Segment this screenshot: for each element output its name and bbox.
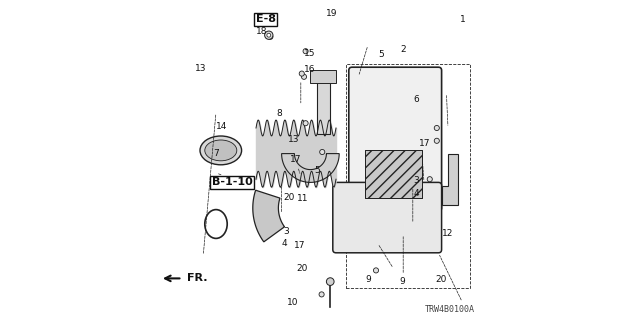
Text: 17: 17 bbox=[294, 241, 306, 250]
Text: FR.: FR. bbox=[187, 273, 208, 284]
Text: 3: 3 bbox=[283, 228, 289, 236]
Ellipse shape bbox=[205, 140, 237, 161]
Circle shape bbox=[374, 268, 379, 273]
Polygon shape bbox=[253, 190, 285, 242]
Bar bbox=[365, 150, 422, 198]
Text: 20: 20 bbox=[284, 193, 294, 202]
Circle shape bbox=[265, 31, 273, 39]
Text: 17: 17 bbox=[291, 155, 301, 164]
Text: 12: 12 bbox=[442, 229, 454, 238]
Text: 8: 8 bbox=[276, 109, 282, 118]
Circle shape bbox=[267, 33, 271, 37]
Circle shape bbox=[435, 125, 440, 131]
Text: 2: 2 bbox=[401, 45, 406, 54]
Text: B-1-10: B-1-10 bbox=[212, 177, 252, 188]
Circle shape bbox=[303, 121, 308, 126]
Text: 3: 3 bbox=[413, 176, 419, 185]
Text: 4: 4 bbox=[282, 239, 287, 248]
Circle shape bbox=[428, 177, 433, 182]
FancyBboxPatch shape bbox=[333, 182, 442, 253]
Text: 5: 5 bbox=[315, 166, 320, 175]
Circle shape bbox=[435, 138, 440, 143]
Circle shape bbox=[319, 292, 324, 297]
Text: 13: 13 bbox=[288, 135, 300, 144]
Text: 16: 16 bbox=[304, 65, 316, 74]
Circle shape bbox=[268, 34, 273, 39]
Bar bbox=[317, 77, 330, 134]
Text: E-8: E-8 bbox=[255, 14, 276, 24]
Text: 5: 5 bbox=[378, 50, 383, 59]
Text: 7: 7 bbox=[213, 149, 219, 158]
Bar bbox=[365, 150, 422, 198]
Circle shape bbox=[326, 278, 334, 285]
Text: 9: 9 bbox=[400, 277, 405, 286]
Text: 4: 4 bbox=[413, 189, 419, 198]
Text: 15: 15 bbox=[304, 49, 316, 58]
Text: 6: 6 bbox=[413, 95, 419, 104]
Text: 10: 10 bbox=[287, 298, 298, 307]
Text: 19: 19 bbox=[326, 9, 338, 18]
Bar bbox=[310, 70, 336, 83]
Text: 17: 17 bbox=[419, 139, 431, 148]
Circle shape bbox=[303, 49, 308, 54]
Ellipse shape bbox=[200, 136, 242, 165]
Polygon shape bbox=[282, 154, 339, 182]
Text: 9: 9 bbox=[365, 276, 371, 284]
FancyBboxPatch shape bbox=[349, 67, 442, 211]
Text: 20: 20 bbox=[435, 275, 447, 284]
Text: 20: 20 bbox=[296, 264, 307, 273]
Polygon shape bbox=[442, 154, 458, 205]
Text: 18: 18 bbox=[256, 27, 268, 36]
Text: 13: 13 bbox=[195, 64, 207, 73]
Circle shape bbox=[300, 71, 305, 76]
Text: 11: 11 bbox=[297, 194, 308, 203]
Text: 14: 14 bbox=[216, 122, 227, 131]
Circle shape bbox=[320, 149, 325, 155]
Text: 1: 1 bbox=[460, 15, 465, 24]
Circle shape bbox=[301, 74, 307, 79]
Text: TRW4B0100A: TRW4B0100A bbox=[425, 305, 475, 314]
